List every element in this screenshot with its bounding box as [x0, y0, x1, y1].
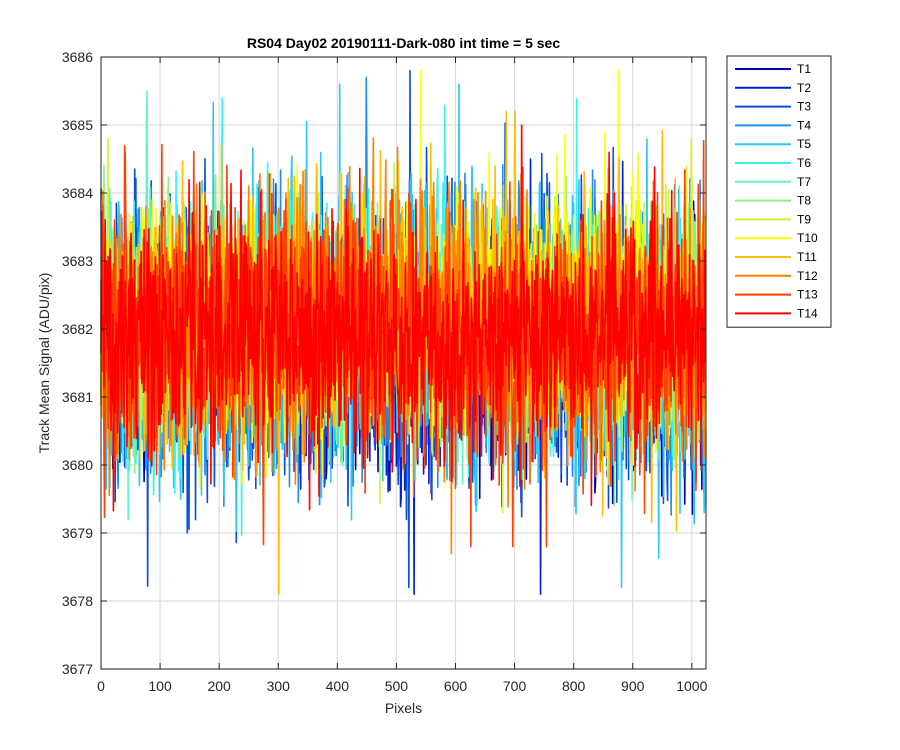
x-axis-label: Pixels: [385, 700, 422, 716]
axes-box: [100, 56, 707, 670]
y-tick-label: 3684: [62, 185, 93, 201]
y-axis-label: Track Mean Signal (ADU/pix): [36, 273, 52, 454]
x-tick-label: 700: [503, 678, 527, 694]
legend-label-T10: T10: [797, 231, 818, 245]
y-tick-label: 3679: [62, 525, 93, 541]
x-tick-label: 200: [207, 678, 231, 694]
legend-label-T8: T8: [797, 194, 811, 208]
legend-label-T4: T4: [797, 118, 811, 132]
legend-label-T12: T12: [797, 269, 818, 283]
legend-label-T5: T5: [797, 137, 811, 151]
y-tick-label: 3682: [62, 321, 93, 337]
x-tick-label: 500: [385, 678, 409, 694]
plot-series: [100, 69, 707, 595]
legend-label-T6: T6: [797, 156, 811, 170]
chart-title: RS04 Day02 20190111-Dark-080 int time = …: [247, 35, 560, 51]
legend-label-T1: T1: [797, 62, 811, 76]
legend-box: [726, 55, 832, 328]
y-tick-label: 3677: [62, 661, 93, 677]
x-tick-label: 400: [326, 678, 350, 694]
series-line-T14: [100, 124, 707, 512]
x-tick-label: 900: [621, 678, 645, 694]
x-tick-label: 600: [444, 678, 468, 694]
y-tick-label: 3685: [62, 117, 93, 133]
ticks: 0 100 200 300 400 500 600 700 800 900 1000 3677 3678…: [62, 49, 708, 694]
legend-label-T7: T7: [797, 175, 811, 189]
y-tick-label: 3683: [62, 253, 93, 269]
x-tick-label: 0: [97, 678, 105, 694]
legend-label-T14: T14: [797, 306, 818, 320]
x-tick-label: 100: [148, 678, 172, 694]
legend: T1 T2 T3 T4 T5 T6 T7 T8 T9 T10 T11 T12 T13 T14: [726, 55, 832, 328]
legend-label-T13: T13: [797, 288, 818, 302]
legend-label-T11: T11: [797, 250, 817, 264]
y-tick-label: 3681: [62, 389, 93, 405]
legend-label-T3: T3: [797, 100, 811, 114]
x-tick-label: 800: [562, 678, 586, 694]
y-tick-label: 3678: [62, 593, 93, 609]
x-tick-label: 300: [267, 678, 291, 694]
x-tick-label: 1000: [676, 678, 707, 694]
y-tick-label: 3680: [62, 457, 93, 473]
legend-label-T9: T9: [797, 212, 811, 226]
y-tick-label: 3686: [62, 49, 93, 65]
legend-label-T2: T2: [797, 81, 811, 95]
